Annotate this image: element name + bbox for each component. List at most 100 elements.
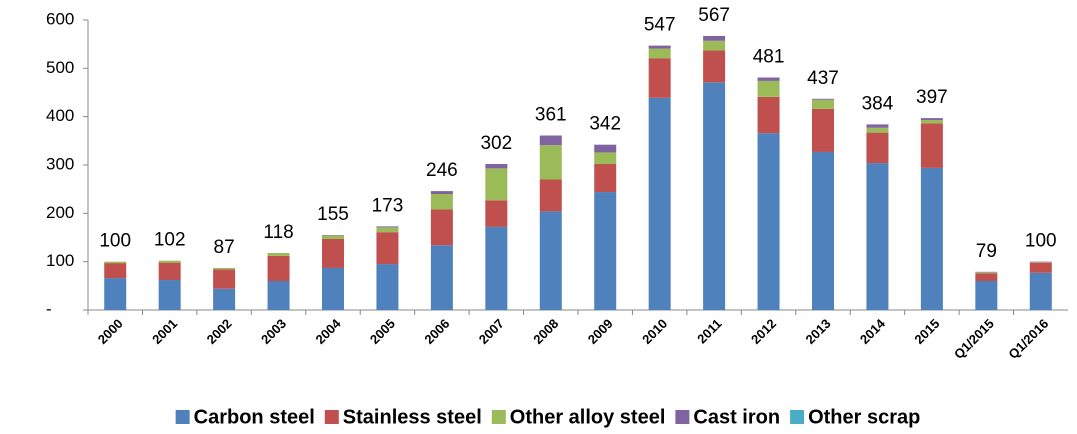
bar-segment bbox=[539, 211, 562, 310]
x-tick-label: 2014 bbox=[857, 315, 889, 347]
bar-segment bbox=[104, 263, 127, 279]
bar-segment bbox=[485, 164, 508, 169]
total-label: 547 bbox=[644, 15, 676, 36]
bar-segment bbox=[975, 281, 998, 310]
y-tick-label: 100 bbox=[46, 251, 74, 270]
bar-segment bbox=[975, 272, 998, 274]
bar-segment bbox=[812, 151, 834, 310]
total-label: 342 bbox=[589, 114, 621, 135]
bar-segment bbox=[539, 145, 562, 180]
bar-segment bbox=[104, 261, 127, 264]
bar-segment bbox=[648, 58, 671, 98]
bar-segment bbox=[866, 124, 889, 128]
bar-segment bbox=[267, 252, 290, 256]
x-tick-label: Q1/2016 bbox=[1005, 316, 1051, 362]
bar-segment bbox=[376, 227, 399, 233]
bar-segment bbox=[376, 232, 399, 265]
bar-segment bbox=[430, 209, 453, 246]
x-tick-label: 2006 bbox=[421, 316, 452, 347]
bar-segment bbox=[485, 200, 508, 227]
bar-segment bbox=[376, 226, 399, 228]
x-tick-label: 2008 bbox=[530, 316, 561, 347]
bar-segment bbox=[158, 260, 181, 263]
x-tick-label: 2002 bbox=[204, 316, 235, 347]
x-tick-label: 2005 bbox=[367, 316, 398, 347]
bar-segment bbox=[322, 238, 344, 268]
x-tick-label: 2007 bbox=[476, 316, 507, 347]
bar-segment bbox=[920, 167, 943, 310]
bar-segment bbox=[539, 179, 562, 212]
x-tick-label: Q1/2015 bbox=[951, 316, 997, 362]
x-tick-label: 2013 bbox=[802, 316, 833, 347]
bar-segment bbox=[757, 77, 780, 81]
bar-segment bbox=[866, 127, 889, 133]
bar-segment bbox=[539, 135, 562, 146]
bar-segment bbox=[648, 45, 671, 49]
legend-label: Other alloy steel bbox=[510, 406, 666, 428]
total-label: 173 bbox=[372, 195, 404, 216]
bar-segment bbox=[485, 226, 508, 310]
bar-segment bbox=[213, 267, 236, 270]
y-tick-label: 500 bbox=[46, 58, 74, 77]
bar-segment bbox=[648, 48, 671, 59]
legend-swatch bbox=[175, 410, 190, 424]
bar-segment bbox=[594, 192, 617, 310]
bar-segment bbox=[430, 245, 453, 310]
bar-segment bbox=[812, 108, 834, 152]
bar-segment bbox=[1029, 262, 1052, 273]
bar-segment bbox=[703, 40, 726, 51]
bar-segment bbox=[594, 144, 617, 153]
y-tick-label: 200 bbox=[46, 203, 74, 222]
bar-segment bbox=[975, 273, 998, 281]
bar-segment bbox=[757, 80, 780, 97]
bar-segment bbox=[1029, 272, 1052, 310]
bar-segment bbox=[430, 191, 453, 194]
bar-segment bbox=[594, 164, 617, 193]
total-label: 118 bbox=[263, 222, 293, 243]
total-label: 481 bbox=[753, 47, 785, 68]
legend-swatch bbox=[790, 410, 805, 424]
bar-segment bbox=[376, 264, 399, 310]
bar-segment bbox=[213, 288, 236, 310]
total-label: 361 bbox=[535, 105, 567, 126]
bar-segment bbox=[703, 35, 726, 41]
x-tick-label: 2004 bbox=[312, 315, 344, 347]
bar-segment bbox=[158, 280, 181, 310]
legend-swatch bbox=[675, 410, 690, 424]
y-tick-label: - bbox=[46, 299, 52, 318]
x-tick-label: 2000 bbox=[95, 316, 126, 347]
total-label: 397 bbox=[916, 87, 948, 108]
total-label: 79 bbox=[976, 241, 997, 262]
bar-segment bbox=[866, 163, 889, 310]
bar-segment bbox=[703, 50, 726, 83]
legend-label: Cast iron bbox=[693, 406, 780, 428]
bar-segment bbox=[920, 123, 943, 168]
bar-segment bbox=[920, 120, 943, 124]
bar-segment bbox=[812, 98, 834, 100]
legend-label: Other scrap bbox=[808, 406, 920, 428]
bar-segment bbox=[322, 267, 344, 310]
total-label: 102 bbox=[154, 230, 186, 251]
bar-segment bbox=[267, 255, 290, 281]
total-label: 100 bbox=[99, 231, 131, 252]
x-tick-label: 2015 bbox=[911, 316, 942, 347]
bar-segment bbox=[430, 194, 453, 210]
bar-segment bbox=[158, 262, 181, 281]
legend-swatch bbox=[324, 410, 339, 424]
total-label: 87 bbox=[214, 237, 235, 258]
y-tick-label: 300 bbox=[46, 154, 74, 173]
x-tick-label: 2011 bbox=[694, 316, 725, 347]
bar-segment bbox=[213, 269, 236, 289]
x-tick-label: 2010 bbox=[639, 316, 670, 347]
bar-segment bbox=[267, 281, 290, 310]
legend-label: Stainless steel bbox=[343, 406, 482, 428]
legend-label: Carbon steel bbox=[194, 406, 315, 428]
x-tick-label: 2001 bbox=[149, 316, 180, 347]
x-tick-label: 2009 bbox=[585, 316, 616, 347]
total-label: 302 bbox=[480, 133, 512, 154]
bar-segment bbox=[920, 118, 943, 121]
legend-swatch bbox=[491, 410, 506, 424]
total-label: 100 bbox=[1025, 231, 1057, 252]
bar-segment bbox=[866, 132, 889, 164]
